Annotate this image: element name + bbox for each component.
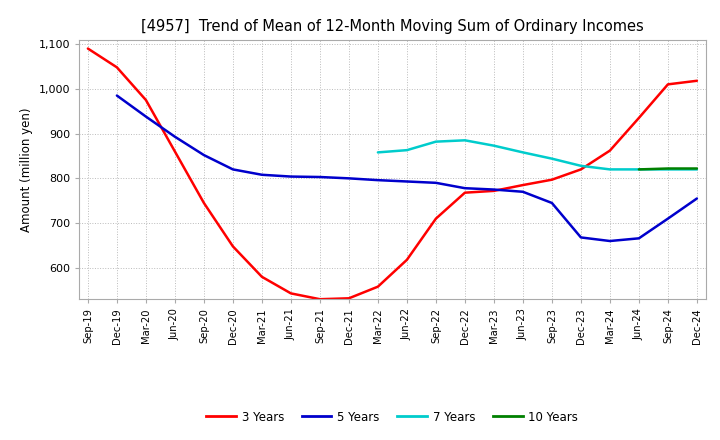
3 Years [345, 296, 354, 301]
5 Years [606, 238, 614, 244]
3 Years [606, 148, 614, 153]
Y-axis label: Amount (million yen): Amount (million yen) [20, 107, 33, 231]
5 Years [402, 179, 411, 184]
3 Years [461, 190, 469, 195]
3 Years [548, 177, 557, 182]
5 Years [258, 172, 266, 177]
3 Years [171, 149, 179, 154]
5 Years [315, 174, 324, 180]
7 Years [490, 143, 498, 148]
5 Years [287, 174, 295, 179]
3 Years [664, 82, 672, 87]
5 Years [490, 187, 498, 192]
5 Years [171, 134, 179, 139]
5 Years [461, 186, 469, 191]
5 Years [518, 189, 527, 194]
5 Years [228, 167, 237, 172]
3 Years [374, 284, 382, 290]
5 Years [548, 200, 557, 205]
3 Years [199, 200, 208, 205]
Line: 3 Years: 3 Years [88, 48, 697, 299]
3 Years [490, 188, 498, 194]
3 Years [228, 244, 237, 249]
3 Years [693, 78, 701, 84]
3 Years [402, 257, 411, 262]
5 Years [345, 176, 354, 181]
10 Years [634, 167, 643, 172]
5 Years [199, 152, 208, 158]
5 Years [693, 196, 701, 201]
3 Years [634, 115, 643, 121]
5 Years [112, 93, 121, 98]
10 Years [664, 166, 672, 171]
3 Years [142, 97, 150, 103]
7 Years [461, 138, 469, 143]
3 Years [577, 167, 585, 172]
5 Years [374, 177, 382, 183]
Legend: 3 Years, 5 Years, 7 Years, 10 Years: 3 Years, 5 Years, 7 Years, 10 Years [202, 406, 583, 428]
Line: 7 Years: 7 Years [378, 140, 697, 169]
7 Years [431, 139, 440, 144]
7 Years [402, 147, 411, 153]
3 Years [287, 291, 295, 296]
7 Years [518, 150, 527, 155]
3 Years [84, 46, 92, 51]
7 Years [693, 167, 701, 172]
5 Years [142, 114, 150, 119]
Title: [4957]  Trend of Mean of 12-Month Moving Sum of Ordinary Incomes: [4957] Trend of Mean of 12-Month Moving … [141, 19, 644, 34]
3 Years [518, 183, 527, 188]
7 Years [374, 150, 382, 155]
3 Years [431, 216, 440, 221]
7 Years [634, 167, 643, 172]
10 Years [693, 166, 701, 171]
7 Years [548, 156, 557, 161]
3 Years [112, 65, 121, 70]
5 Years [577, 235, 585, 240]
5 Years [664, 216, 672, 221]
Line: 5 Years: 5 Years [117, 95, 697, 241]
3 Years [315, 297, 324, 302]
7 Years [606, 167, 614, 172]
7 Years [577, 163, 585, 169]
3 Years [258, 274, 266, 279]
5 Years [634, 236, 643, 241]
7 Years [664, 167, 672, 172]
5 Years [431, 180, 440, 186]
